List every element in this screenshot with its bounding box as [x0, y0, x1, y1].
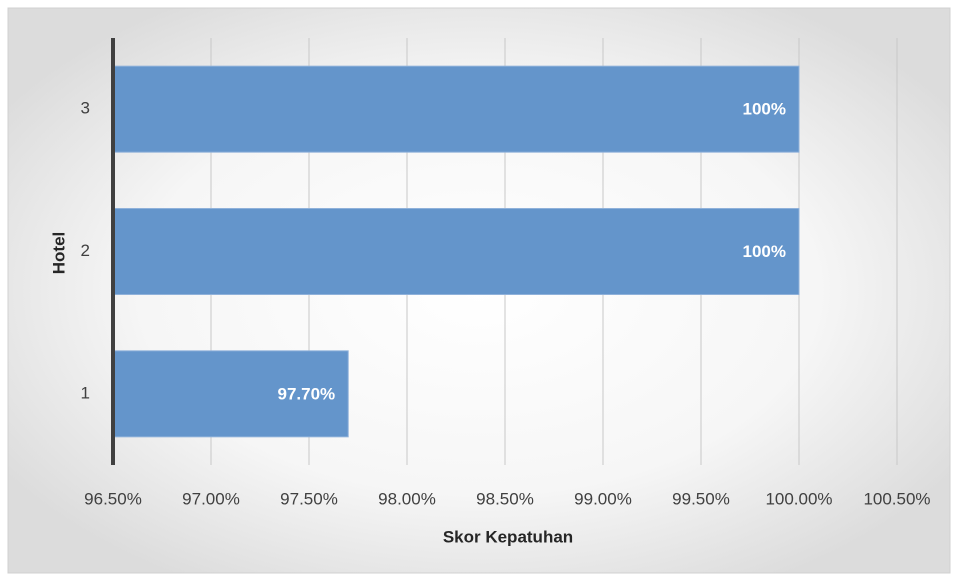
bar [112, 208, 800, 295]
x-tick-label: 98.50% [476, 489, 534, 508]
x-tick-label: 98.00% [378, 489, 436, 508]
x-tick-label: 99.50% [672, 489, 730, 508]
y-tick-label: 3 [81, 99, 90, 118]
x-tick-label: 97.50% [280, 489, 338, 508]
y-tick-label: 2 [81, 241, 90, 260]
x-tick-label: 99.00% [574, 489, 632, 508]
data-label: 97.70% [278, 384, 336, 403]
y-axis-title: Hotel [49, 232, 68, 275]
y-tick-label: 1 [81, 383, 90, 402]
x-tick-label: 96.50% [84, 489, 142, 508]
data-label: 100% [743, 242, 786, 261]
bar [112, 65, 800, 153]
bar [112, 350, 349, 438]
x-axis-title: Skor Kepatuhan [443, 527, 573, 546]
x-tick-label: 100.50% [863, 489, 930, 508]
x-tick-label: 97.00% [182, 489, 240, 508]
x-tick-label: 100.00% [765, 489, 832, 508]
data-label: 100% [743, 100, 786, 119]
